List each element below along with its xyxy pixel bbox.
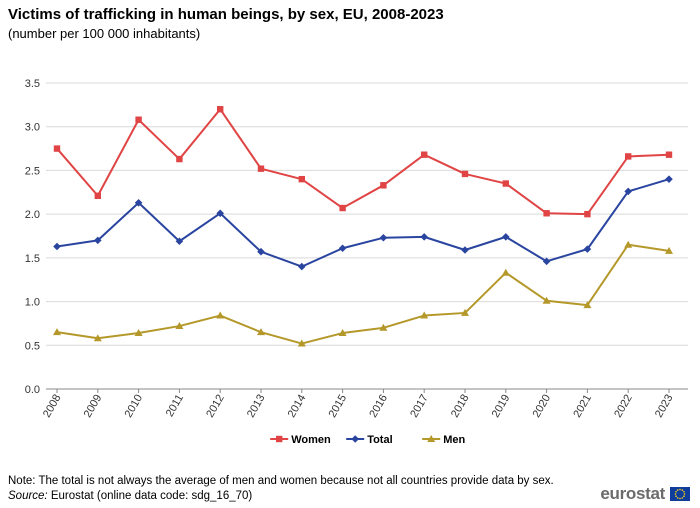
- source-text: Eurostat (online data code: sdg_16_70): [47, 490, 253, 502]
- y-tick-label: 3.5: [25, 78, 40, 90]
- data-point-women: [339, 204, 346, 212]
- x-tick-label: 2019: [490, 393, 513, 420]
- data-point-total: [338, 244, 347, 253]
- data-point-men: [420, 311, 429, 319]
- x-tick-label: 2014: [286, 393, 309, 420]
- data-point-total: [134, 198, 143, 207]
- data-point-women: [380, 182, 387, 189]
- data-point-men: [216, 311, 225, 319]
- data-point-total: [542, 257, 551, 266]
- x-tick-label: 2009: [82, 393, 105, 420]
- data-point-women: [298, 175, 305, 183]
- data-point-men: [175, 322, 184, 330]
- x-tick-label: 2015: [327, 393, 350, 420]
- data-point-total: [257, 247, 265, 256]
- y-tick-label: 0.5: [25, 340, 40, 352]
- data-point-men: [93, 334, 102, 342]
- x-tick-label: 2010: [123, 393, 146, 420]
- y-tick-label: 1.0: [25, 297, 40, 309]
- x-tick-label: 2021: [571, 393, 594, 420]
- data-point-total: [665, 175, 673, 183]
- eurostat-logo: eurostat: [600, 484, 690, 504]
- data-point-men: [257, 328, 265, 336]
- x-tick-label: 2018: [449, 393, 472, 420]
- eu-flag-icon: [670, 487, 690, 501]
- data-point-men: [624, 240, 633, 248]
- data-point-women: [257, 165, 265, 172]
- data-point-total: [624, 187, 632, 196]
- x-tick-label: 2008: [41, 393, 64, 420]
- data-point-men: [665, 246, 673, 254]
- logo-text: eurostat: [600, 484, 665, 503]
- y-tick-label: 2.0: [25, 209, 40, 221]
- chart-note: Note: The total is not always the averag…: [8, 475, 554, 487]
- legend-marker-women: [276, 435, 283, 443]
- data-point-women: [584, 210, 591, 218]
- data-point-men: [501, 268, 510, 276]
- series-line-women: [56, 108, 670, 216]
- y-tick-label: 3.0: [25, 122, 40, 134]
- x-tick-label: 2023: [653, 393, 676, 420]
- data-point-women: [135, 116, 142, 123]
- data-point-total: [175, 237, 184, 246]
- y-tick-label: 0.0: [25, 384, 40, 396]
- data-point-men: [379, 323, 388, 331]
- data-point-women: [94, 192, 101, 199]
- x-tick-label: 2017: [408, 393, 431, 420]
- x-tick-label: 2013: [245, 393, 268, 420]
- data-point-total: [53, 242, 61, 251]
- series-line-men: [56, 243, 670, 345]
- data-point-women: [543, 210, 550, 217]
- data-point-women: [176, 155, 183, 163]
- y-tick-label: 2.5: [25, 165, 40, 177]
- data-point-women: [665, 151, 673, 158]
- data-point-women: [53, 145, 61, 152]
- data-point-total: [94, 236, 102, 245]
- data-point-total: [216, 209, 224, 218]
- data-point-men: [338, 329, 347, 337]
- data-point-women: [421, 151, 428, 158]
- data-point-women: [217, 106, 224, 113]
- data-point-total: [502, 233, 510, 241]
- x-tick-label: 2016: [367, 393, 390, 420]
- data-point-men: [461, 308, 469, 316]
- chart-title: Victims of trafficking in human beings, …: [8, 6, 444, 23]
- x-tick-label: 2020: [531, 393, 554, 420]
- data-point-total: [583, 245, 592, 253]
- data-point-men: [542, 296, 551, 304]
- x-tick-label: 2011: [164, 393, 186, 419]
- legend-label-total: Total: [367, 434, 392, 446]
- data-point-total: [461, 246, 469, 254]
- x-tick-label: 2022: [612, 393, 635, 420]
- data-point-men: [134, 329, 143, 337]
- data-point-men: [583, 301, 592, 309]
- data-point-total: [298, 262, 306, 271]
- data-point-men: [297, 339, 306, 347]
- x-tick-label: 2012: [204, 393, 227, 420]
- series-line-total: [56, 178, 670, 268]
- chart-source: Source: Eurostat (online data code: sdg_…: [8, 490, 252, 502]
- legend-label-men: Men: [443, 434, 465, 446]
- legend-marker-men: [427, 435, 436, 442]
- data-point-women: [502, 180, 509, 187]
- data-point-men: [53, 328, 61, 336]
- data-point-total: [420, 233, 428, 241]
- source-label: Source:: [8, 490, 48, 502]
- line-chart: 0.0 0.5 1.0 1.5 2.0 2.5 3.0 3.5 2008 2009 2010 2011…: [25, 78, 688, 446]
- data-point-total: [379, 233, 388, 242]
- y-tick-label: 1.5: [25, 253, 40, 265]
- legend-label-women: Women: [291, 434, 331, 446]
- chart-subtitle: (number per 100 000 inhabitants): [8, 26, 201, 41]
- legend-marker-total: [351, 435, 359, 443]
- data-point-women: [461, 170, 469, 178]
- data-point-women: [625, 153, 632, 160]
